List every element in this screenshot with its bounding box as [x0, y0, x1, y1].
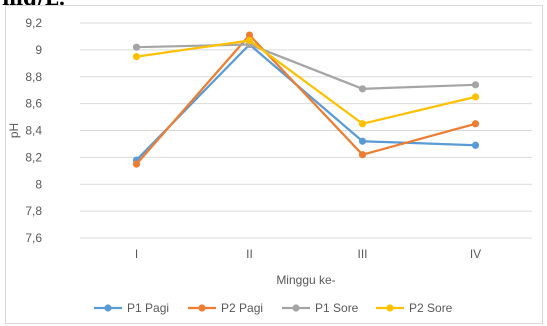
y-tick-label: 8,8 — [25, 70, 42, 84]
data-point — [245, 31, 254, 39]
y-tick-label: 9 — [35, 43, 42, 57]
data-point — [132, 43, 141, 51]
y-tick-label: 9,2 — [25, 16, 42, 30]
legend-label: P1 Sore — [315, 301, 359, 315]
x-tick-label: II — [246, 247, 253, 261]
legend-swatch-marker — [292, 304, 300, 312]
series-line — [135, 33, 476, 165]
legend: P1 Pagi P2 Pagi P1 Sore P2 Sore — [94, 301, 453, 315]
y-tick-label: 8 — [35, 177, 42, 191]
data-point — [245, 36, 254, 45]
y-tick-label: 8,4 — [25, 124, 42, 138]
data-point — [358, 120, 367, 128]
data-point — [471, 141, 480, 149]
data-point — [471, 93, 480, 101]
x-tick-label: IV — [470, 247, 481, 261]
y-tick-label: 8,2 — [25, 150, 42, 164]
legend-swatch-marker — [104, 304, 112, 312]
y-axis-ticks: 9,2 9 8,8 8,6 8,4 8,2 8 7,8 7,6 — [25, 16, 42, 245]
data-point — [471, 81, 480, 89]
series-line — [136, 43, 476, 90]
data-point — [358, 151, 367, 159]
legend-swatch-marker — [386, 304, 394, 312]
series-p1-pagi — [132, 40, 480, 164]
legend-label: P1 Pagi — [127, 301, 169, 315]
data-point — [132, 52, 141, 61]
series-p2-pagi — [132, 31, 480, 168]
legend-item: P2 Pagi — [188, 301, 263, 315]
data-point — [358, 85, 367, 93]
legend-item: P1 Sore — [282, 301, 359, 315]
x-axis-label: Minggu ke- — [276, 273, 335, 287]
legend-swatch-marker — [198, 304, 206, 312]
data-point — [471, 120, 480, 128]
series-line — [135, 43, 476, 161]
data-point — [132, 160, 141, 168]
legend-label: P2 Pagi — [221, 301, 263, 315]
legend-item: P1 Pagi — [94, 301, 169, 315]
y-tick-label: 7,6 — [25, 231, 42, 245]
y-tick-label: 8,6 — [25, 97, 42, 111]
y-tick-label: 7,8 — [25, 204, 42, 218]
data-point — [358, 137, 367, 145]
legend-item: P2 Sore — [376, 301, 453, 315]
gridlines — [80, 22, 532, 239]
series-line — [136, 39, 476, 125]
x-axis-ticks: I II III IV — [135, 247, 481, 261]
x-tick-label: I — [135, 247, 138, 261]
series-p2-sore — [132, 36, 480, 128]
y-axis-label: pH — [7, 123, 21, 138]
x-tick-label: III — [357, 247, 367, 261]
legend-label: P2 Sore — [409, 301, 453, 315]
series-layer — [132, 31, 480, 168]
